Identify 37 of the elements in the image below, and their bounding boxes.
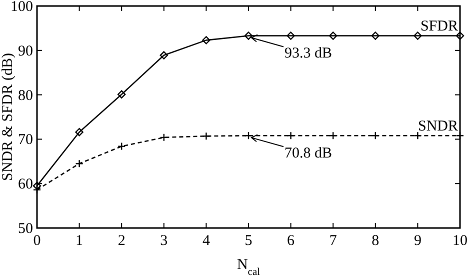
y-tick-label: 90 — [18, 43, 33, 60]
legend-label: SFDR — [420, 18, 458, 35]
x-tick-label: 0 — [33, 233, 41, 249]
x-tick-label: 10 — [452, 233, 468, 249]
point — [414, 32, 422, 40]
point — [202, 36, 210, 44]
series-label: SNDR — [418, 118, 458, 135]
annotation: 70.8 dB — [284, 146, 332, 162]
annotation: 93.3 dB — [284, 46, 332, 62]
point — [244, 32, 253, 40]
x-tick-label: 1 — [76, 233, 84, 249]
x-tick-label: 5 — [244, 233, 252, 249]
point — [118, 142, 126, 150]
point — [118, 90, 126, 98]
x-tick-label: 2 — [118, 233, 126, 249]
point — [286, 32, 295, 40]
y-tick-label: 60 — [18, 176, 33, 193]
point — [160, 133, 168, 142]
x-tick-label: 3 — [160, 233, 168, 249]
point — [160, 51, 168, 60]
point — [75, 160, 84, 168]
point — [75, 128, 84, 136]
y-tick-label: 70 — [18, 132, 33, 148]
point — [371, 32, 380, 40]
y-tick-label: 50 — [18, 221, 33, 237]
y-axis-title: SNDR & SFDR (dB) — [0, 53, 16, 181]
x-tick-label: 9 — [414, 233, 422, 249]
point — [244, 132, 253, 140]
x-tick-label: 4 — [202, 233, 210, 249]
point — [329, 32, 338, 40]
point — [456, 32, 464, 40]
x-tick-label: 6 — [287, 233, 296, 249]
y-tick-label: 80 — [18, 88, 33, 104]
x-tick-label: 8 — [372, 233, 380, 249]
x-axis-title: N$_{cal}$ — [236, 257, 260, 278]
y-tick-label: 100 — [10, 0, 33, 15]
x-tick-label: 7 — [329, 233, 338, 249]
